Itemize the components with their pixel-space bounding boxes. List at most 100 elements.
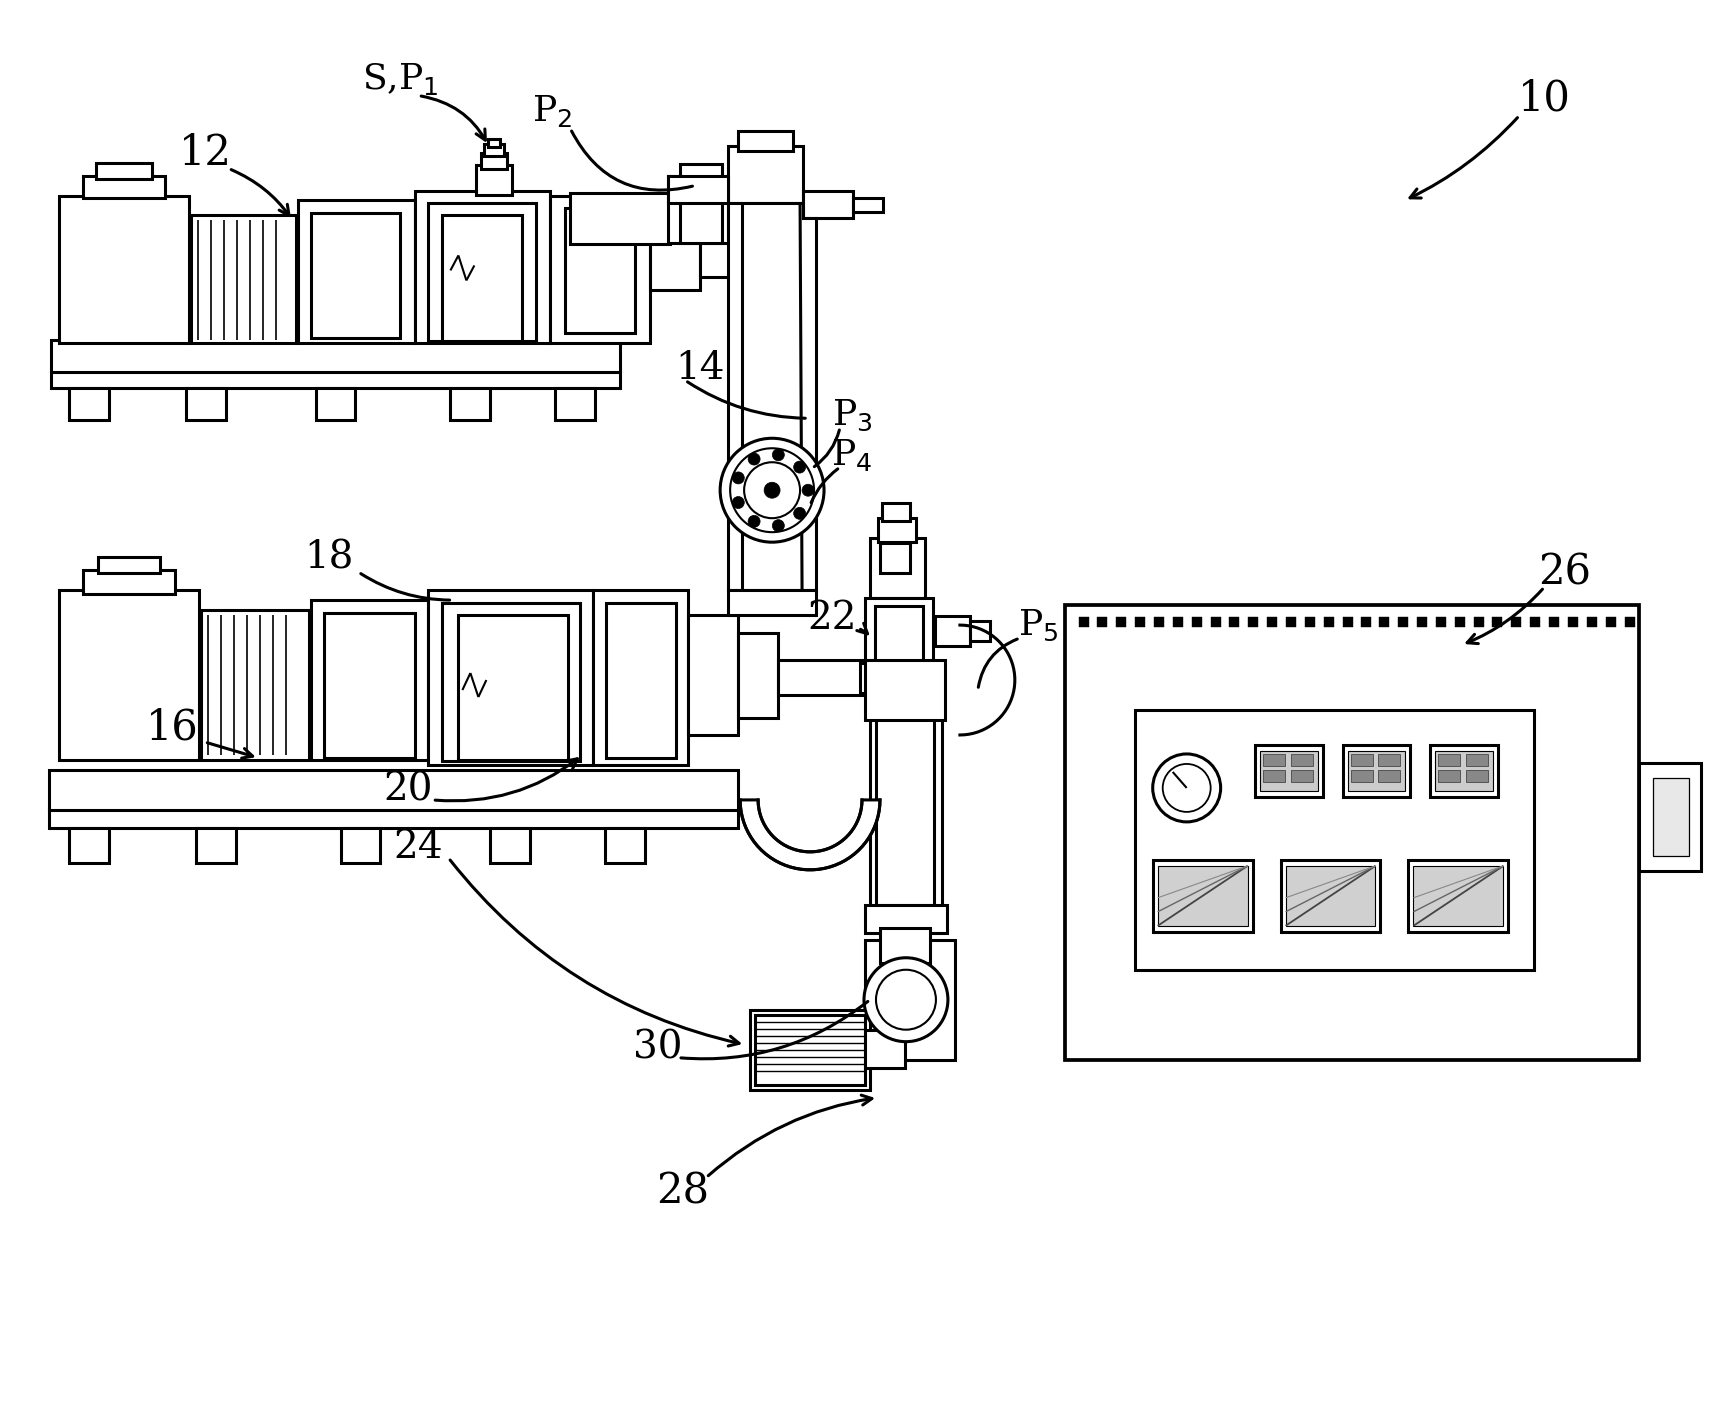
Bar (606, 603, 677, 758)
Bar (1466, 769, 1489, 782)
Bar (1262, 754, 1285, 766)
Bar (1079, 617, 1088, 627)
Text: S,P$_1$: S,P$_1$ (363, 61, 439, 97)
Bar (1437, 617, 1447, 627)
Bar (565, 209, 636, 333)
Bar (489, 138, 501, 146)
Bar (755, 1015, 865, 1085)
Bar (687, 616, 737, 735)
Text: 12: 12 (180, 132, 231, 173)
Bar (69, 828, 109, 863)
Text: 28: 28 (656, 1170, 708, 1213)
Bar (1281, 860, 1380, 931)
Bar (876, 710, 934, 904)
Bar (1066, 606, 1639, 1059)
Bar (458, 616, 568, 759)
Bar (1568, 617, 1578, 627)
Polygon shape (668, 175, 729, 203)
Bar (1152, 860, 1252, 931)
Bar (881, 927, 929, 963)
Bar (803, 191, 853, 219)
Circle shape (748, 454, 760, 465)
Bar (1247, 617, 1257, 627)
Bar (729, 145, 803, 203)
Bar (59, 590, 199, 759)
Bar (1135, 710, 1534, 970)
Circle shape (876, 970, 936, 1030)
Bar (699, 236, 741, 277)
Bar (1347, 751, 1406, 791)
Bar (95, 162, 152, 179)
Bar (860, 663, 889, 693)
Bar (876, 606, 922, 661)
Polygon shape (741, 801, 881, 870)
Bar (1351, 754, 1373, 766)
Bar (482, 152, 508, 169)
Bar (48, 808, 737, 828)
Circle shape (732, 496, 744, 509)
Polygon shape (729, 203, 817, 590)
Bar (1323, 617, 1333, 627)
Bar (1211, 617, 1221, 627)
Bar (1285, 617, 1295, 627)
Bar (594, 590, 687, 765)
Circle shape (801, 485, 813, 496)
Bar (1418, 617, 1428, 627)
Bar (737, 131, 793, 151)
Bar (48, 769, 737, 811)
Circle shape (772, 449, 784, 461)
Bar (1413, 866, 1504, 926)
Text: P$_2$: P$_2$ (532, 92, 572, 128)
Text: 20: 20 (383, 771, 433, 809)
Bar (750, 1010, 870, 1089)
Bar (729, 590, 817, 616)
Bar (1492, 617, 1502, 627)
Bar (69, 388, 109, 421)
Circle shape (1162, 764, 1211, 812)
Bar (1304, 617, 1314, 627)
Bar (1639, 764, 1701, 870)
Bar (877, 518, 915, 542)
Circle shape (744, 462, 800, 518)
Bar (881, 543, 910, 573)
Bar (1342, 745, 1411, 796)
Bar (1475, 617, 1485, 627)
Circle shape (794, 508, 805, 519)
Bar (311, 600, 428, 759)
Bar (1399, 617, 1409, 627)
Bar (865, 1030, 905, 1068)
Text: P$_3$: P$_3$ (832, 398, 872, 432)
Bar (1653, 778, 1689, 856)
Bar (1192, 617, 1202, 627)
Bar (1456, 617, 1466, 627)
Text: 10: 10 (1518, 78, 1572, 119)
Bar (1262, 769, 1285, 782)
Bar (195, 828, 235, 863)
Bar (416, 191, 551, 343)
Bar (570, 192, 670, 245)
Bar (865, 660, 945, 720)
Bar (870, 700, 941, 920)
Circle shape (748, 515, 760, 528)
Bar (882, 503, 910, 522)
Bar (1587, 617, 1597, 627)
Bar (853, 198, 882, 212)
Bar (442, 216, 522, 341)
Bar (1361, 617, 1371, 627)
Bar (428, 590, 594, 765)
Bar (737, 633, 779, 718)
Circle shape (772, 519, 784, 532)
Bar (680, 164, 722, 243)
Bar (316, 388, 356, 421)
Bar (323, 613, 416, 758)
Bar (779, 660, 872, 695)
Text: 14: 14 (675, 350, 725, 387)
Bar (865, 599, 933, 673)
Bar (1351, 769, 1373, 782)
Bar (1097, 617, 1107, 627)
Bar (83, 570, 174, 594)
Text: 22: 22 (807, 600, 857, 637)
Bar (428, 203, 537, 341)
Circle shape (864, 958, 948, 1042)
Circle shape (720, 438, 824, 542)
